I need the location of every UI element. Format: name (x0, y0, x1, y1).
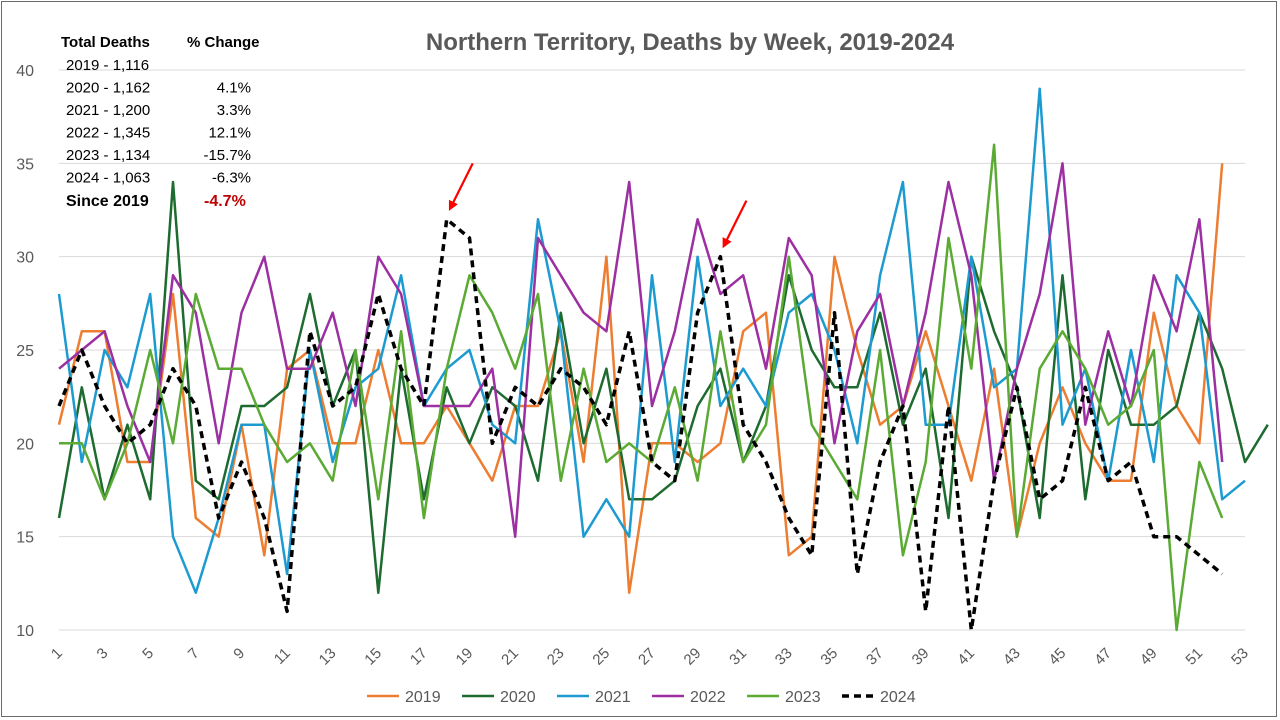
x-tick-label: 13 (316, 645, 340, 669)
legend-label-2021: 2021 (595, 689, 631, 706)
summary-row-label: 2023 - 1,134 (66, 147, 150, 164)
x-tick-label: 23 (544, 645, 568, 669)
x-tick-label: 43 (1000, 645, 1024, 669)
series-line-2021 (57, 87, 1246, 594)
summary-row-change: -6.3% (212, 170, 251, 187)
summary-row-label: 2021 - 1,200 (66, 102, 150, 119)
series-line-2019 (57, 163, 1224, 594)
y-tick-label: 25 (16, 343, 34, 360)
summary-header-change: % Change (187, 34, 260, 51)
legend-label-2020: 2020 (500, 689, 536, 706)
x-tick-label: 5 (139, 645, 157, 663)
x-tick-label: 45 (1046, 645, 1070, 669)
x-tick-label: 33 (772, 645, 796, 669)
x-tick-label: 11 (271, 645, 294, 668)
x-tick-label: 1 (48, 645, 66, 663)
y-tick-label: 30 (16, 250, 34, 267)
x-tick-label: 35 (817, 645, 841, 669)
chart-title: Northern Territory, Deaths by Week, 2019… (426, 29, 955, 56)
legend-label-2019: 2019 (405, 689, 441, 706)
y-tick-label: 10 (16, 623, 34, 640)
summary-row-change: 3.3% (217, 102, 251, 119)
x-tick-label: 25 (589, 645, 613, 669)
legend-label-2022: 2022 (690, 689, 726, 706)
series-line-2020 (57, 180, 1269, 594)
series-line-2024 (57, 217, 1224, 632)
x-tick-label: 47 (1091, 645, 1115, 669)
x-tick-label: 49 (1137, 645, 1161, 669)
summary-row-label: 2019 - 1,116 (66, 57, 149, 74)
series-line-2022 (58, 162, 1224, 538)
y-tick-label: 35 (16, 156, 34, 173)
series-lines (57, 87, 1269, 632)
summary-row-change: 4.1% (217, 80, 251, 97)
summary-row-change: 12.1% (208, 125, 251, 142)
summary-header-total: Total Deaths (61, 34, 150, 51)
summary-row-label: 2024 - 1,063 (66, 170, 150, 187)
y-tick-label: 40 (16, 63, 34, 80)
annotation-arrow (722, 200, 748, 249)
legend-label-2023: 2023 (785, 689, 821, 706)
series-line-2023 (59, 143, 1224, 632)
x-tick-label: 9 (230, 645, 248, 663)
x-tick-label: 37 (863, 645, 887, 669)
x-tick-label: 39 (909, 645, 933, 669)
summary-since-value: -4.7% (204, 193, 246, 210)
x-tick-label: 51 (1182, 645, 1206, 669)
x-tick-label: 29 (681, 645, 705, 669)
legend: 2019 2020 2021 2022 2023 2024 (367, 689, 916, 706)
x-tick-label: 7 (185, 645, 203, 663)
x-tick-label: 3 (94, 645, 112, 663)
x-tick-label: 21 (498, 645, 522, 669)
y-tick-label: 15 (16, 530, 34, 547)
x-tick-label: 27 (635, 645, 659, 669)
x-tick-label: 31 (726, 645, 750, 669)
x-tick-label: 17 (407, 645, 431, 669)
summary-row-label: 2020 - 1,162 (66, 80, 150, 97)
annotation-arrow (448, 162, 474, 211)
y-tick-label: 20 (16, 436, 34, 453)
x-tick-label: 19 (453, 645, 477, 669)
summary-since-label: Since 2019 (66, 193, 149, 210)
x-tick-label: 41 (954, 645, 978, 669)
legend-label-2024: 2024 (880, 689, 916, 706)
summary-table: Total Deaths % Change 2019 - 1,116 2020 -… (61, 34, 260, 210)
x-tick-label: 15 (361, 645, 385, 669)
summary-row-label: 2022 - 1,345 (66, 125, 150, 142)
x-tick-label: 53 (1228, 645, 1252, 669)
annotations (448, 162, 748, 249)
summary-row-change: -15.7% (203, 147, 251, 164)
